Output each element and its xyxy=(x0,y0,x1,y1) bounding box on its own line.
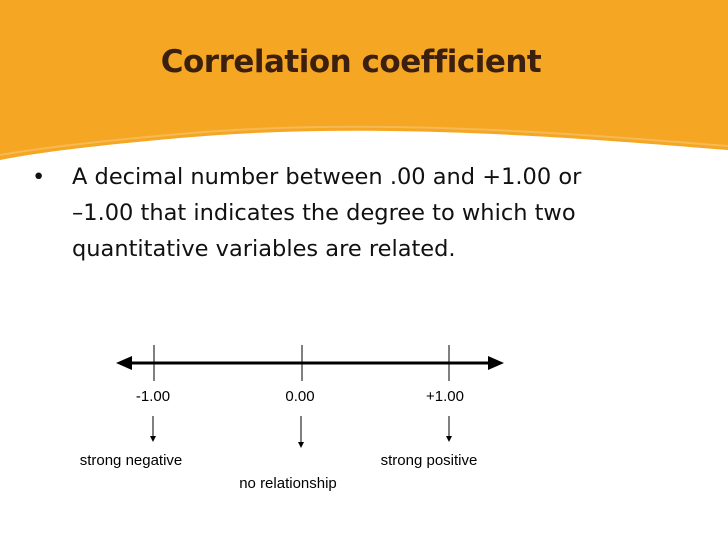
bullet-line-3: quantitative variables are related. xyxy=(72,236,456,262)
tick-label-neg: -1.00 xyxy=(135,388,171,405)
tick-label-zero: 0.00 xyxy=(285,388,315,405)
slide-title: Correlation coefficient xyxy=(160,44,542,80)
left-arrowhead xyxy=(116,356,132,370)
banner-shape xyxy=(0,0,728,160)
bullet-marker: • xyxy=(32,164,46,190)
tick-label-pos: +1.00 xyxy=(426,388,464,405)
label-strong-positive: strong positive xyxy=(380,452,478,469)
label-strong-negative: strong negative xyxy=(79,452,183,469)
number-line-diagram xyxy=(116,345,504,448)
right-arrowhead xyxy=(488,356,504,370)
bullet-line-1: A decimal number between .00 and +1.00 o… xyxy=(72,164,582,190)
banner-edge-highlight xyxy=(0,125,728,156)
label-no-relationship: no relationship xyxy=(239,475,337,492)
title-banner xyxy=(0,0,728,160)
bullet-line-2: –1.00 that indicates the degree to which… xyxy=(72,200,576,226)
